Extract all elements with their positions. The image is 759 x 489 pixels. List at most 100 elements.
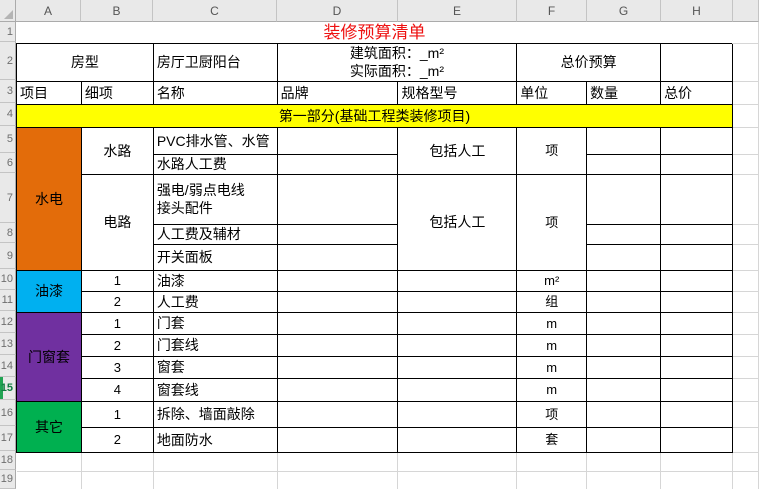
cell-item-no[interactable]: 2 <box>80 427 154 454</box>
cell-item-name[interactable]: 门套线 <box>152 334 278 358</box>
cell-total-empty[interactable] <box>660 154 733 176</box>
cell-empty[interactable] <box>16 471 82 489</box>
row-header-3[interactable]: 3 <box>0 80 16 103</box>
cell-total-empty[interactable] <box>660 127 733 156</box>
column-header-G[interactable]: G <box>587 0 661 22</box>
cell-brand-empty[interactable] <box>276 401 399 429</box>
cell-empty[interactable] <box>586 452 662 473</box>
cell-total-empty[interactable] <box>660 356 733 380</box>
cell-unit[interactable]: m² <box>516 270 588 293</box>
cell-section-banner[interactable]: 第一部分(基础工程类装修项目) <box>16 104 733 129</box>
row-header-6[interactable]: 6 <box>0 153 16 173</box>
row-header-19[interactable]: 19 <box>0 470 16 489</box>
cell-qty-empty[interactable] <box>586 174 662 226</box>
cell-house-layout[interactable]: 房厅卫厨阳台 <box>152 43 278 83</box>
row-header-4[interactable]: 4 <box>0 103 16 126</box>
cell-empty[interactable] <box>397 452 518 473</box>
row-header-17[interactable]: 17 <box>0 426 16 451</box>
cell-item-name[interactable]: 拆除、墙面敲除 <box>152 401 278 429</box>
cell-brand-empty[interactable] <box>276 127 399 156</box>
cell-spec-empty[interactable] <box>397 334 518 358</box>
cell-item-no[interactable]: 4 <box>80 378 154 403</box>
cell-item-no[interactable]: 3 <box>80 356 154 380</box>
cell-outside-grid[interactable] <box>732 127 759 156</box>
cell-unit[interactable]: 项 <box>516 174 588 272</box>
cell-outside-grid[interactable] <box>732 22 759 45</box>
cell-spec-empty[interactable] <box>397 401 518 429</box>
cell-area-info[interactable]: 建筑面积：_m² 实际面积：_m² <box>276 43 518 83</box>
cell-unit[interactable]: m <box>516 378 588 403</box>
cell-brand-empty[interactable] <box>276 244 399 272</box>
cell-outside-grid[interactable] <box>732 81 759 106</box>
cell-qty-empty[interactable] <box>586 356 662 380</box>
cell-header-name[interactable]: 名称 <box>152 81 278 106</box>
cell-qty-empty[interactable] <box>586 270 662 293</box>
cell-qty-empty[interactable] <box>586 127 662 156</box>
cell-total-empty[interactable] <box>660 427 733 454</box>
row-header-5[interactable]: 5 <box>0 126 16 153</box>
cell-brand-empty[interactable] <box>276 427 399 454</box>
cell-item-no[interactable]: 1 <box>80 312 154 336</box>
row-header-14[interactable]: 14 <box>0 355 16 377</box>
cell-outside-grid[interactable] <box>732 452 759 473</box>
row-header-18[interactable]: 18 <box>0 451 16 470</box>
cell-brand-empty[interactable] <box>276 312 399 336</box>
cell-outside-grid[interactable] <box>732 244 759 272</box>
cell-total-empty[interactable] <box>660 378 733 403</box>
cell-item-name[interactable]: 人工费 <box>152 291 278 314</box>
column-header-C[interactable]: C <box>153 0 277 22</box>
cell-empty[interactable] <box>397 471 518 489</box>
row-header-11[interactable]: 11 <box>0 290 16 311</box>
column-header-partial[interactable] <box>733 0 759 22</box>
cell-item-no[interactable]: 1 <box>80 270 154 293</box>
row-header-2[interactable]: 2 <box>0 42 16 80</box>
cell-spec-empty[interactable] <box>397 427 518 454</box>
cell-house-type-label[interactable]: 房型 <box>16 43 154 83</box>
cell-empty[interactable] <box>277 452 399 473</box>
cell-outside-grid[interactable] <box>732 291 759 314</box>
cell-outside-grid[interactable] <box>732 154 759 176</box>
cell-outside-grid[interactable] <box>732 270 759 293</box>
cell-spec[interactable]: 包括人工 <box>397 127 518 176</box>
cell-brand-empty[interactable] <box>276 291 399 314</box>
column-header-E[interactable]: E <box>398 0 517 22</box>
cell-subgroup-electric[interactable]: 电路 <box>80 174 154 272</box>
row-header-9[interactable]: 9 <box>0 243 16 269</box>
cell-empty[interactable] <box>16 452 82 473</box>
cell-outside-grid[interactable] <box>732 378 759 403</box>
cell-brand-empty[interactable] <box>276 154 399 176</box>
cell-outside-grid[interactable] <box>732 43 759 83</box>
column-header-F[interactable]: F <box>517 0 587 22</box>
cell-empty[interactable] <box>516 452 588 473</box>
cell-item-name[interactable]: 窗套 <box>152 356 278 380</box>
cell-qty-empty[interactable] <box>586 427 662 454</box>
cell-unit[interactable]: m <box>516 312 588 336</box>
row-header-10[interactable]: 10 <box>0 269 16 290</box>
cell-qty-empty[interactable] <box>586 291 662 314</box>
row-header-8[interactable]: 8 <box>0 223 16 243</box>
cell-qty-empty[interactable] <box>586 401 662 429</box>
cell-brand-empty[interactable] <box>276 174 399 226</box>
cell-qty-empty[interactable] <box>586 334 662 358</box>
cell-empty[interactable] <box>277 471 399 489</box>
cell-header-qty[interactable]: 数量 <box>586 81 662 106</box>
cell-header-item[interactable]: 项目 <box>16 81 82 106</box>
cell-qty-empty[interactable] <box>586 244 662 272</box>
cell-item-name[interactable]: 水路人工费 <box>152 154 278 176</box>
cell-section-other[interactable]: 其它 <box>16 401 82 454</box>
cell-section-door-window[interactable]: 门窗套 <box>16 312 82 403</box>
cell-total-empty[interactable] <box>660 224 733 246</box>
cell-spec-empty[interactable] <box>397 291 518 314</box>
cell-header-spec[interactable]: 规格型号 <box>397 81 518 106</box>
cell-header-total[interactable]: 总价 <box>660 81 733 106</box>
cell-spec[interactable]: 包括人工 <box>397 174 518 272</box>
column-header-A[interactable]: A <box>16 0 81 22</box>
cell-brand-empty[interactable] <box>276 224 399 246</box>
cell-unit[interactable]: m <box>516 334 588 358</box>
cell-header-unit[interactable]: 单位 <box>516 81 588 106</box>
cell-section-hydro-electric[interactable]: 水电 <box>16 127 82 272</box>
cell-qty-empty[interactable] <box>586 224 662 246</box>
cell-total-empty[interactable] <box>660 270 733 293</box>
cell-item-name[interactable]: 强电/弱点电线 接头配件 <box>152 174 278 226</box>
select-all-corner[interactable] <box>0 0 16 22</box>
